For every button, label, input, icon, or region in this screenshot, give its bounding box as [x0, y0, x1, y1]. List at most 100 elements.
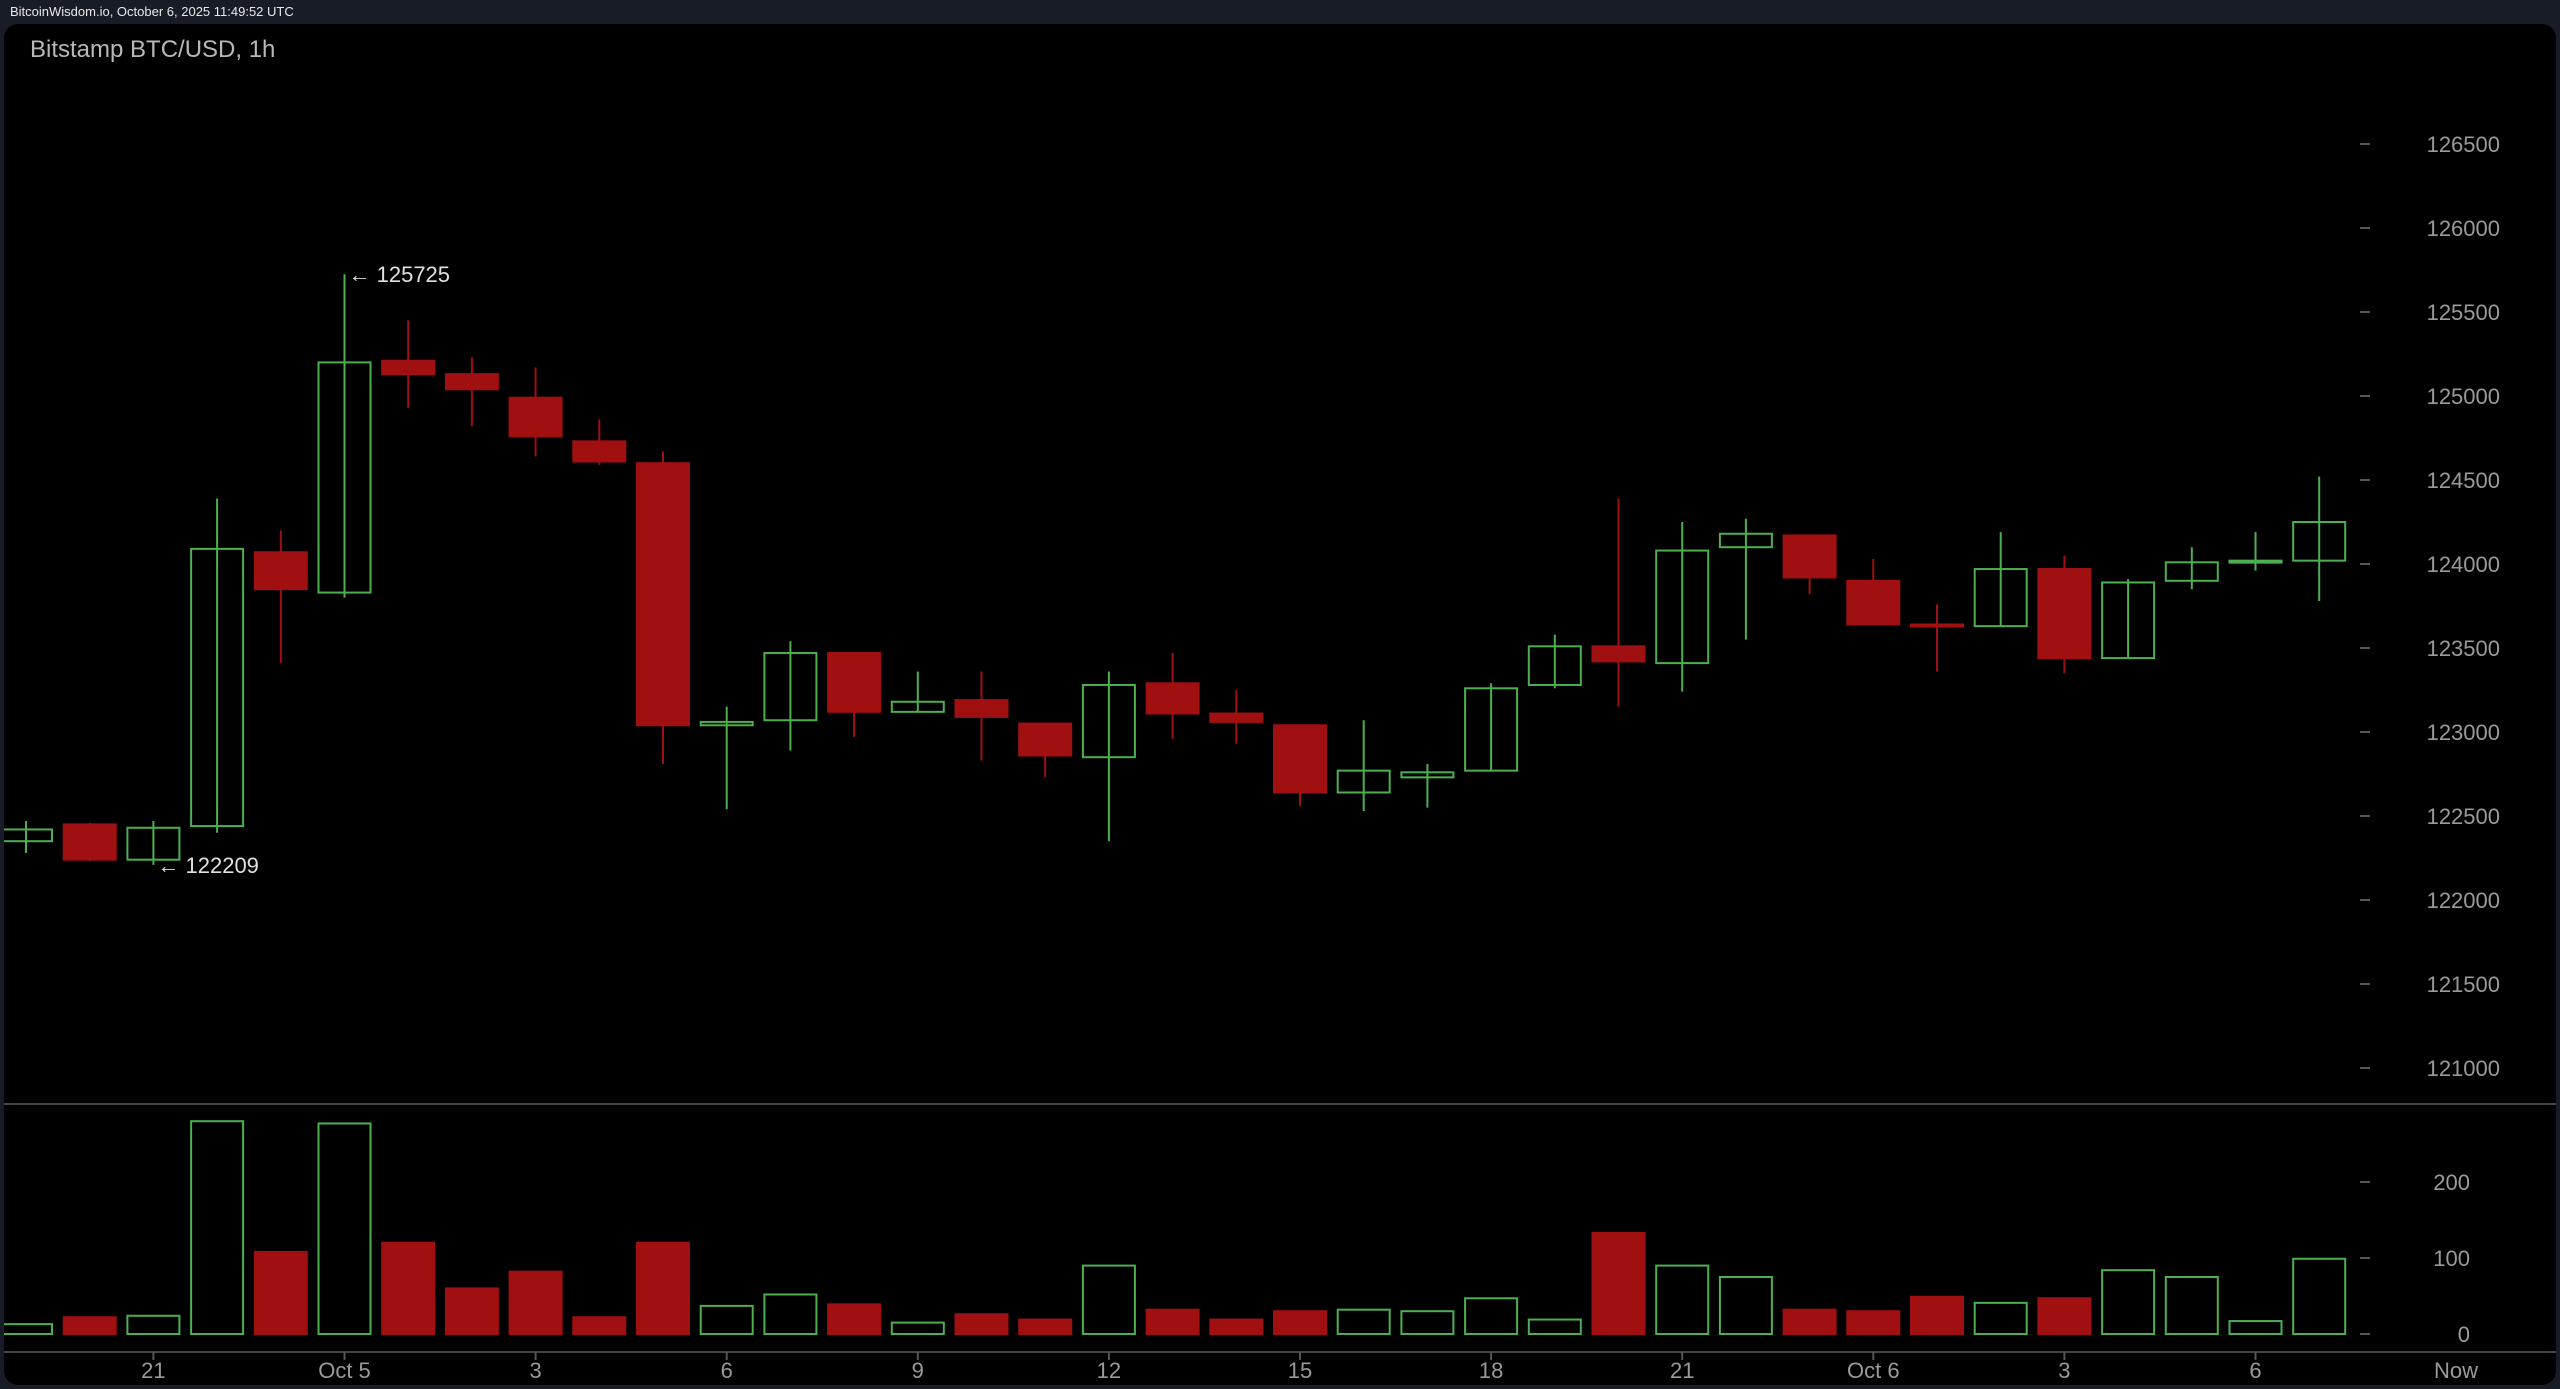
- volume-tick-label: 0: [2458, 1322, 2470, 1347]
- candle-body: [2101, 581, 2156, 660]
- time-tick-label: 3: [529, 1358, 541, 1383]
- price-tick-label: 123000: [2427, 720, 2500, 745]
- candle: [954, 671, 1009, 761]
- candle-body: [126, 826, 181, 861]
- candle-body: [62, 823, 117, 861]
- volume-bar: [1273, 1310, 1327, 1335]
- volume-bar: [2164, 1276, 2219, 1335]
- candle-body: [1718, 532, 1773, 549]
- candle-body: [1591, 645, 1646, 663]
- candle: [508, 367, 563, 457]
- candle-body: [190, 547, 245, 828]
- candlestick-chart[interactable]: 1210001215001220001225001230001235001240…: [4, 24, 2556, 1385]
- volume-bar: [317, 1122, 372, 1335]
- candle-body: [2228, 559, 2283, 564]
- time-tick-label: 21: [1670, 1358, 1694, 1383]
- volume-bar: [1655, 1264, 1710, 1335]
- candle-body: [4, 828, 53, 843]
- chart-title: Bitstamp BTC/USD, 1h: [30, 36, 276, 63]
- candle: [890, 671, 945, 713]
- candle: [2101, 579, 2156, 660]
- time-tick-label: Oct 5: [318, 1358, 371, 1383]
- price-tick-label: 124500: [2427, 468, 2500, 493]
- candle-body: [1400, 771, 1455, 779]
- candle: [1018, 722, 1073, 778]
- volume-bar: [763, 1293, 818, 1335]
- candle: [62, 822, 117, 862]
- price-tick-label: 126500: [2427, 132, 2500, 157]
- candle: [1591, 498, 1646, 707]
- candle-body: [827, 652, 882, 713]
- candle-body: [1209, 712, 1264, 723]
- candle: [317, 274, 372, 598]
- time-tick-label: 18: [1479, 1358, 1503, 1383]
- price-tick-label: 124000: [2427, 552, 2500, 577]
- candle-body: [1973, 568, 2028, 628]
- volume-bar: [508, 1270, 563, 1336]
- candle: [4, 821, 53, 853]
- candle: [572, 419, 627, 465]
- candle: [1336, 720, 1391, 811]
- volume-bar: [1018, 1318, 1073, 1336]
- volume-bar: [1081, 1264, 1136, 1335]
- candle-body: [1846, 579, 1901, 626]
- volume-bar: [636, 1241, 690, 1336]
- volume-bar: [1910, 1295, 1964, 1336]
- candle-body: [2292, 521, 2347, 562]
- candle-body: [381, 359, 436, 376]
- candle: [1273, 724, 1327, 806]
- candle-body: [2037, 568, 2092, 660]
- candle-body: [1527, 645, 1582, 686]
- candle: [126, 821, 181, 865]
- candle: [1973, 532, 2028, 628]
- candle: [190, 498, 245, 833]
- volume-bar: [2228, 1320, 2283, 1335]
- candle: [2164, 547, 2219, 590]
- volume-bar: [2037, 1297, 2092, 1336]
- candle-body: [1336, 769, 1391, 794]
- price-tick-label: 121500: [2427, 972, 2500, 997]
- price-tick-label: 122500: [2427, 804, 2500, 829]
- source-timestamp: BitcoinWisdom.io, October 6, 2025 11:49:…: [0, 0, 2560, 24]
- candle: [1209, 690, 1264, 744]
- candle-body: [699, 720, 754, 727]
- volume-bar: [4, 1323, 53, 1335]
- candle: [1081, 671, 1136, 842]
- volume-bar: [1973, 1301, 2028, 1335]
- time-tick-label: 3: [2058, 1358, 2070, 1383]
- volume-bar: [190, 1120, 245, 1335]
- candle: [1655, 522, 1710, 692]
- candle-body: [508, 396, 563, 438]
- candle-body: [1655, 549, 1710, 665]
- candle-body: [444, 373, 499, 391]
- candle: [827, 652, 882, 738]
- volume-bar: [1527, 1318, 1582, 1336]
- volume-bar: [699, 1304, 754, 1336]
- volume-bar: [253, 1250, 308, 1336]
- price-tick-label: 121000: [2427, 1056, 2500, 1081]
- volume-bar: [1400, 1310, 1455, 1335]
- volume-bar: [890, 1321, 945, 1335]
- candle: [636, 451, 690, 764]
- volume-bar: [444, 1287, 499, 1336]
- price-annotation: ← 122209: [157, 853, 259, 878]
- candle-body: [2164, 561, 2219, 582]
- candle-body: [317, 361, 372, 594]
- price-tick-label: 125500: [2427, 300, 2500, 325]
- volume-bar: [827, 1303, 882, 1335]
- time-tick-label: 12: [1097, 1358, 1121, 1383]
- time-tick-label: 6: [2249, 1358, 2261, 1383]
- candle-body: [1782, 534, 1837, 579]
- candle-body: [1464, 687, 1519, 772]
- candle-body: [763, 652, 818, 722]
- price-tick-label: 126000: [2427, 216, 2500, 241]
- candle-body: [1018, 722, 1073, 757]
- candle-body: [253, 551, 308, 591]
- candle-body: [890, 700, 945, 713]
- volume-bar: [1209, 1318, 1264, 1336]
- candle: [444, 357, 499, 427]
- volume-bar: [572, 1316, 627, 1336]
- now-label: Now: [2434, 1358, 2478, 1383]
- volume-bar: [1145, 1308, 1200, 1336]
- candle: [1145, 653, 1200, 739]
